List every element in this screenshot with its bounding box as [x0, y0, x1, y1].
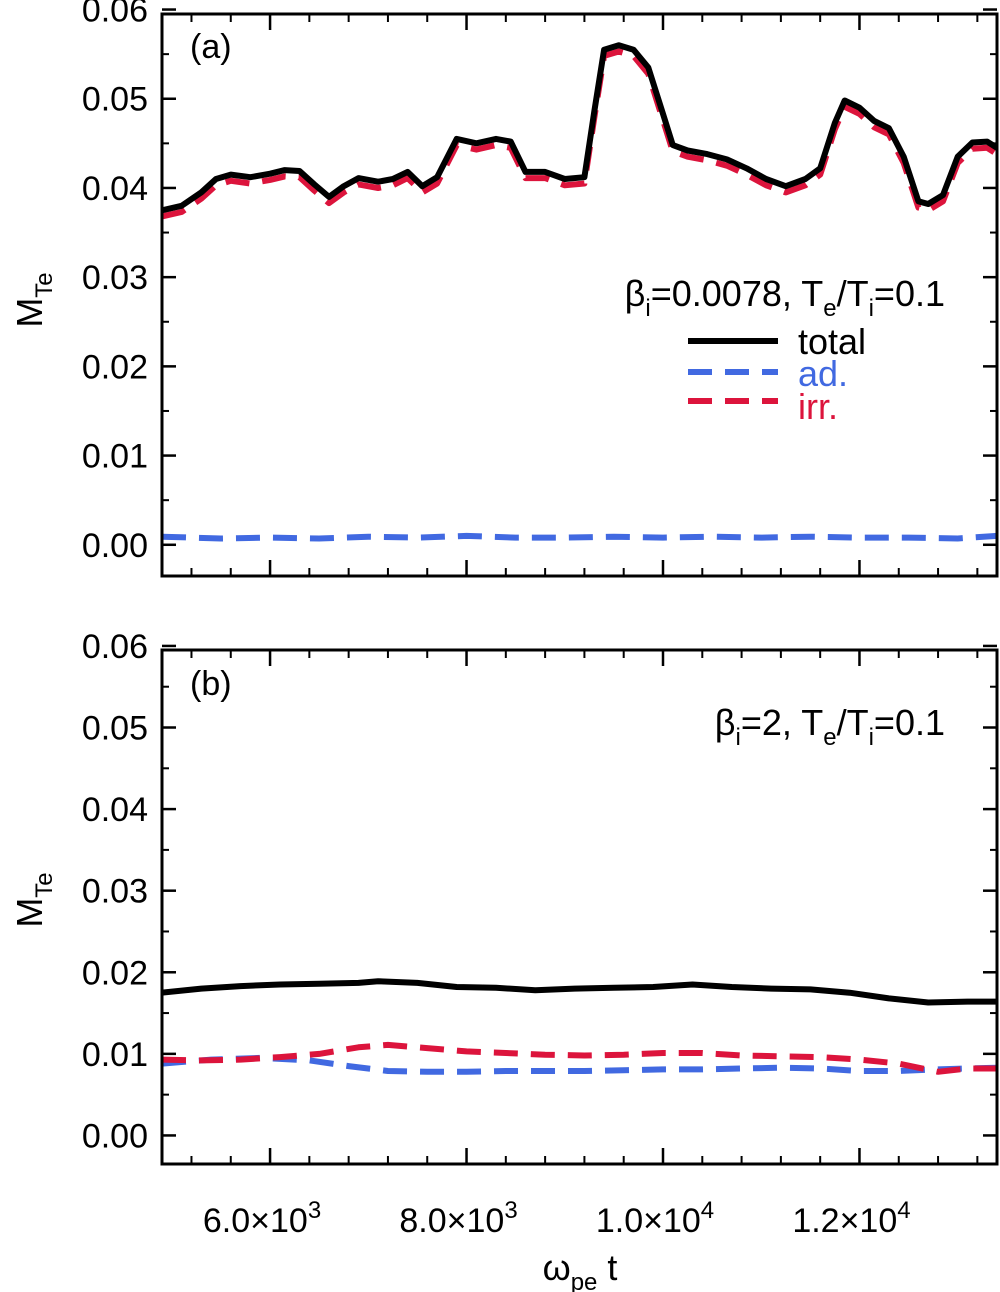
panel-a-ytick-labels: 0.00 0.01 0.02 0.03 0.04 0.05 0.06 — [82, 0, 148, 565]
panel-a-series — [162, 42, 997, 542]
panel-a-ticks — [162, 8, 997, 576]
panel-b-label: (b) — [190, 665, 232, 703]
panel-a: 0.00 0.01 0.02 0.03 0.04 0.05 0.06 (a) MTe βi=… — [9, 0, 999, 578]
ytick-label: 0.05 — [82, 81, 148, 119]
ytick-label: 0.05 — [82, 710, 148, 748]
ytick-label: 0.01 — [82, 1036, 148, 1074]
panel-a-ylabel: MTe — [9, 272, 58, 327]
ytick-label: 0.02 — [82, 348, 148, 386]
ytick-label: 0.03 — [82, 873, 148, 911]
ytick-label: 0.04 — [82, 170, 148, 208]
panel-a-label: (a) — [190, 28, 232, 66]
panel-a-annotation: βi=0.0078, Te/Ti=0.1 — [625, 273, 945, 322]
panel-b-xtick-labels: 6.0×103 8.0×103 1.0×104 1.2×104 — [203, 1197, 911, 1240]
series-irr-line — [162, 48, 997, 220]
legend: total ad. irr. — [688, 321, 866, 427]
legend-irr-label: irr. — [798, 386, 838, 427]
panel-a-frame — [160, 12, 999, 578]
panel-b: 0.00 0.01 0.02 0.03 0.04 0.05 0.06 (b) MTe βi=… — [9, 628, 999, 1292]
series-ad-line — [162, 1054, 997, 1075]
ytick-label: 0.00 — [82, 1117, 148, 1155]
series-total-line — [162, 42, 997, 214]
ytick-label: 0.04 — [82, 791, 148, 829]
panel-b-frame — [160, 648, 999, 1166]
ytick-label: 0.06 — [82, 628, 148, 666]
panel-b-annotation: βi=2, Te/Ti=0.1 — [715, 702, 945, 751]
ytick-label: 0.03 — [82, 259, 148, 297]
ytick-label: 0.00 — [82, 527, 148, 565]
panel-b-ytick-labels: 0.00 0.01 0.02 0.03 0.04 0.05 0.06 — [82, 628, 148, 1156]
series-total-line — [162, 978, 997, 1006]
legend-total-label: total — [798, 321, 866, 362]
series-ad-line — [162, 532, 997, 542]
panel-b-series — [162, 978, 997, 1075]
series-irr-line — [162, 1041, 997, 1075]
xtick-label: 1.0×104 — [596, 1197, 714, 1240]
legend-ad-label: ad. — [798, 353, 848, 394]
ytick-label: 0.01 — [82, 438, 148, 476]
ytick-label: 0.06 — [82, 0, 148, 30]
x-axis-label: ωpe t — [543, 1247, 618, 1292]
xtick-label: 6.0×103 — [203, 1197, 321, 1240]
xtick-label: 8.0×103 — [399, 1197, 517, 1240]
xtick-label: 1.2×104 — [792, 1197, 910, 1240]
ytick-label: 0.02 — [82, 954, 148, 992]
panel-b-ylabel: MTe — [9, 872, 58, 927]
